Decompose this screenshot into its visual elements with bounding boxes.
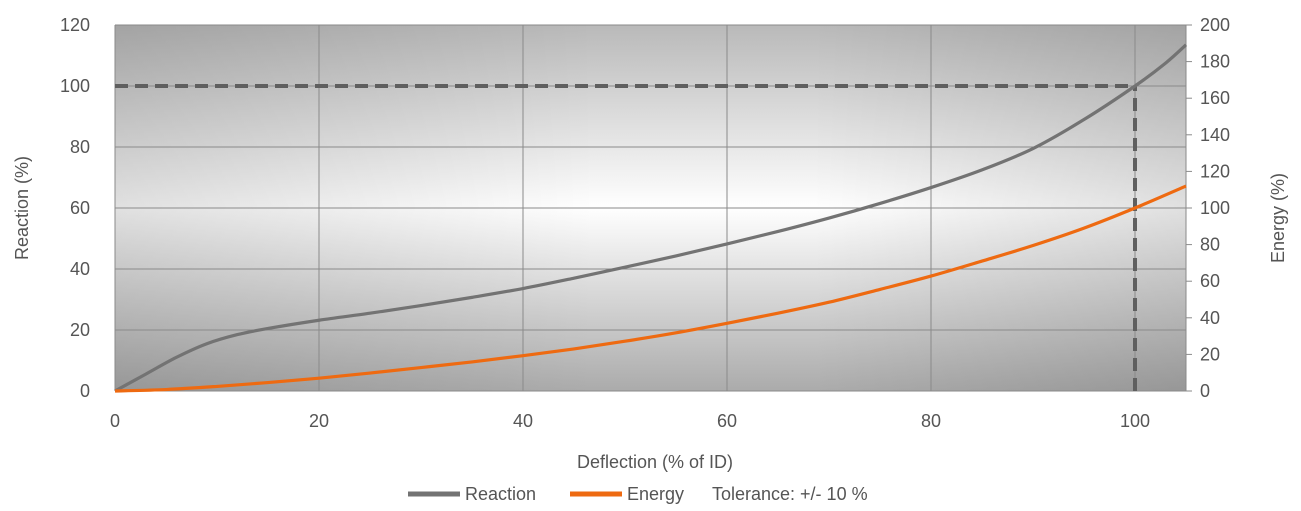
left-axis-tick-label: 40	[70, 259, 90, 279]
series-lines	[114, 43, 1188, 393]
right-axis-tick-label: 0	[1200, 381, 1210, 401]
series-line-energy	[114, 184, 1187, 393]
right-axis-tick-label: 140	[1200, 125, 1230, 145]
left-axis-tick-label: 0	[80, 381, 90, 401]
x-axis-tick-label: 80	[921, 411, 941, 431]
y-axis-title: Reaction (%)	[12, 156, 32, 260]
right-axis-tick-label: 180	[1200, 52, 1230, 72]
axes	[1185, 24, 1192, 392]
x-axis-tick-label: 100	[1120, 411, 1150, 431]
legend-label-reaction: Reaction	[465, 484, 536, 504]
right-axis-tick-label: 200	[1200, 15, 1230, 35]
right-axis-tick-label: 80	[1200, 235, 1220, 255]
left-axis-tick-label: 60	[70, 198, 90, 218]
legend-tolerance-note: Tolerance: +/- 10 %	[712, 484, 868, 504]
left-axis-tick-label: 20	[70, 320, 90, 340]
left-axis-tick-label: 80	[70, 137, 90, 157]
x-axis-ticks: 0 20 40 60 80 100	[110, 411, 1150, 431]
left-axis-tick-label: 120	[60, 15, 90, 35]
legend: Reaction Energy Tolerance: +/- 10 %	[408, 484, 868, 504]
right-axis-tick-label: 100	[1200, 198, 1230, 218]
x-axis-tick-label: 40	[513, 411, 533, 431]
left-axis-ticks: 0 20 40 60 80 100 120	[60, 15, 90, 401]
right-axis-tick-label: 160	[1200, 88, 1230, 108]
right-axis-tick-label: 60	[1200, 271, 1220, 291]
x-axis-tick-label: 0	[110, 411, 120, 431]
x-axis-tick-label: 60	[717, 411, 737, 431]
reference-lines	[115, 84, 1137, 391]
right-axis-tick-label: 40	[1200, 308, 1220, 328]
legend-label-energy: Energy	[627, 484, 684, 504]
y2-axis-title: Energy (%)	[1268, 173, 1288, 263]
x-axis-title: Deflection (% of ID)	[577, 452, 733, 472]
x-axis-tick-label: 20	[309, 411, 329, 431]
right-axis-tick-label: 20	[1200, 344, 1220, 364]
left-axis-tick-label: 100	[60, 76, 90, 96]
right-axis-tick-label: 120	[1200, 161, 1230, 181]
series-line-reaction	[114, 43, 1188, 393]
right-axis-ticks: 0 20 40 60 80 100 120 140 160 180 200	[1200, 15, 1230, 401]
